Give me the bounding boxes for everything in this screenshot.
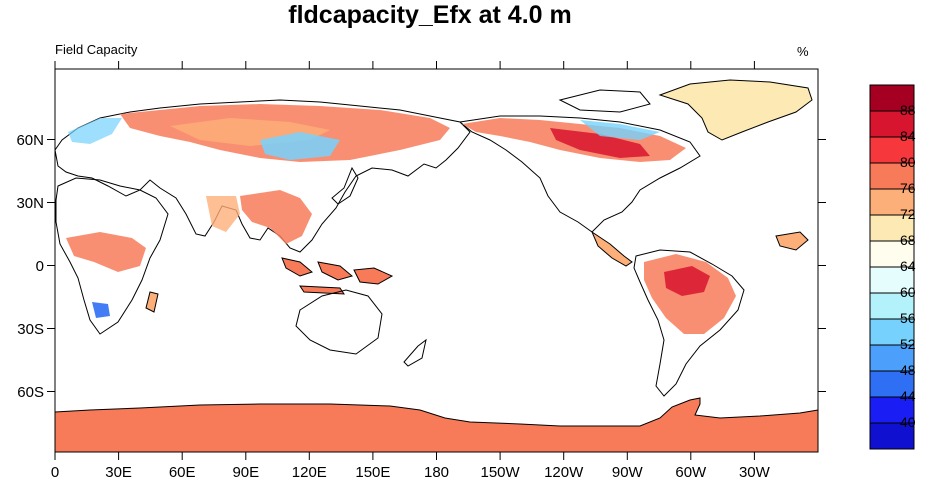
caribbean-islands — [775, 231, 809, 251]
lon-tick-label: 0 — [51, 464, 59, 481]
lat-tick-label: 30N — [16, 195, 44, 212]
japan-islands — [331, 166, 359, 205]
colorbar-tick-label: 64 — [900, 258, 916, 274]
colorbar-tick-label: 48 — [900, 362, 916, 378]
lon-tick-label: 90E — [232, 464, 259, 481]
colorbar-swatch — [869, 188, 915, 216]
lon-tick-label: 30W — [739, 464, 771, 481]
eurasia-landmass — [54, 99, 471, 253]
lon-tick-label: 60W — [675, 464, 707, 481]
units-label: % — [797, 44, 809, 59]
lat-tick-label: 0 — [36, 258, 44, 275]
colorbar-swatch — [869, 344, 915, 372]
colorbar-swatches — [869, 84, 915, 450]
colorbar-swatch — [869, 214, 915, 242]
longitude-labels: 0 30E 60E 90E 120E 150E 180 150W 120W 90… — [51, 464, 771, 481]
lon-tick-label: 120W — [544, 464, 584, 481]
antarctica-landmass — [55, 398, 818, 452]
lon-tick-label: 180 — [424, 464, 449, 481]
india-data-patch — [206, 196, 240, 232]
china-data-patch — [240, 190, 312, 244]
australia-landmass — [295, 289, 383, 355]
plot-title: fldcapacity_Efx at 4.0 m — [288, 1, 572, 29]
lat-tick-label: 60S — [17, 384, 44, 401]
colorbar-swatch — [869, 422, 915, 450]
siberia-blue-patch — [260, 132, 340, 160]
canada-blue-patch — [580, 120, 660, 140]
madagascar — [145, 291, 159, 313]
latitude-ticks — [47, 139, 826, 392]
lon-tick-label: 30E — [105, 464, 132, 481]
colorbar-swatch — [869, 370, 915, 398]
colorbar-tick-label: 52 — [900, 336, 916, 352]
colorbar-tick-label: 44 — [900, 388, 916, 404]
colorbar-swatch — [869, 396, 915, 424]
amazon-red-patch — [664, 266, 710, 296]
colorbar-tick-label: 68 — [900, 232, 916, 248]
lon-tick-label: 150E — [355, 464, 390, 481]
lon-tick-label: 120E — [292, 464, 327, 481]
colorbar-swatch — [869, 266, 915, 294]
latitude-labels: 60N 30N 0 30S 60S — [16, 132, 44, 401]
variable-long-name: Field Capacity — [55, 42, 138, 57]
new-zealand — [403, 338, 427, 367]
lon-tick-label: 90W — [612, 464, 644, 481]
north-america-landmass — [458, 115, 701, 233]
colorbar-tick-label: 80 — [900, 154, 916, 170]
canada-red-patch — [550, 128, 650, 158]
africa-data-patch — [66, 232, 146, 272]
colorbar-tick-label: 60 — [900, 284, 916, 300]
colorbar-tick-label: 76 — [900, 180, 916, 196]
colorbar-tick-label: 88 — [900, 102, 916, 118]
arctic-islands — [558, 89, 651, 113]
colorbar-swatch — [869, 84, 915, 112]
colorbar: 88 84 80 76 72 68 64 60 56 52 48 44 40 — [869, 84, 916, 450]
lon-tick-label: 150W — [481, 464, 521, 481]
longitude-ticks — [54, 61, 755, 460]
colorbar-tick-label: 84 — [900, 128, 916, 144]
antarctica-coastline — [54, 397, 819, 427]
colorbar-tick-label: 40 — [900, 414, 916, 430]
lat-tick-label: 60N — [16, 132, 44, 149]
central-america — [590, 230, 633, 267]
colorbar-labels: 88 84 80 76 72 68 64 60 56 52 48 44 40 — [900, 102, 916, 430]
lon-tick-label: 60E — [169, 464, 196, 481]
south-america-landmass — [633, 249, 745, 397]
africa-landmass — [55, 177, 169, 335]
greenland-landmass — [658, 79, 813, 141]
lat-tick-label: 30S — [17, 321, 44, 338]
colorbar-tick-label: 72 — [900, 206, 916, 222]
europe-data-patch — [68, 118, 122, 144]
southeast-asia-islands — [281, 257, 394, 295]
colorbar-tick-label: 56 — [900, 310, 916, 326]
map-plot-area — [54, 79, 819, 452]
colorbar-swatch — [869, 292, 915, 320]
africa-blue-patch — [92, 302, 110, 318]
